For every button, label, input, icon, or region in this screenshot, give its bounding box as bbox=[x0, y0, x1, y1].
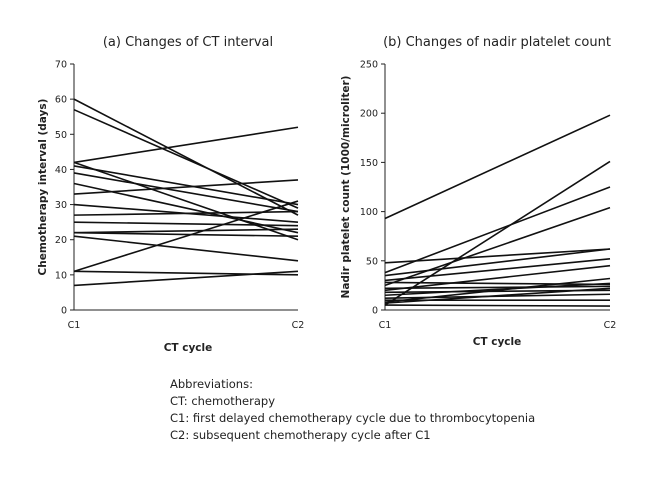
chart-a-xlabel: CT cycle bbox=[164, 342, 213, 354]
chart-a-xtick-c2: C2 bbox=[292, 320, 305, 331]
chart-b-title: (b) Changes of nadir platelet count bbox=[383, 35, 611, 50]
chart-b-ytick-label-3: 150 bbox=[360, 158, 378, 169]
chart-b-series-line-8 bbox=[384, 264, 611, 292]
chart-a-series-line-2 bbox=[73, 108, 299, 209]
chart-a-series-line-15 bbox=[73, 200, 299, 273]
chart-a-ytick-label-4: 40 bbox=[55, 165, 67, 176]
chart-b-series-line-5 bbox=[384, 248, 611, 264]
chart-b-series-line-3 bbox=[384, 186, 611, 274]
chart-a-ytick-label-7: 70 bbox=[55, 60, 67, 71]
chart-b-series-line-7 bbox=[384, 258, 611, 282]
chart-a-xtick-c1: C1 bbox=[68, 320, 81, 331]
chart-b-series-line-4 bbox=[384, 206, 611, 287]
chart-b-series-line-16 bbox=[384, 304, 611, 307]
chart-a-ylabel: Chemotherapy interval (days) bbox=[37, 99, 49, 276]
chart-a-ytick-label-6: 60 bbox=[55, 95, 67, 106]
chart-a-ytick-label-5: 50 bbox=[55, 130, 67, 141]
chart-a-series-line-1 bbox=[73, 98, 299, 216]
chart-a-title: (a) Changes of CT interval bbox=[103, 35, 273, 50]
abbreviations-heading: Abbreviations: bbox=[170, 377, 253, 391]
panel-a: (a) Changes of CT interval 0 10 20 30 40 50 60… bbox=[37, 35, 304, 354]
chart-a-series-line-8 bbox=[73, 179, 299, 195]
chart-b-ytick-label-2: 100 bbox=[360, 207, 378, 218]
chart-a-series-line-4 bbox=[73, 165, 299, 206]
chart-a-series-line-17 bbox=[73, 270, 299, 287]
abbreviation-c2: C2: subsequent chemotherapy cycle after … bbox=[170, 428, 431, 442]
chart-b-series-line-11 bbox=[384, 285, 611, 290]
chart-b-xtick-c2: C2 bbox=[604, 320, 617, 331]
chart-b-series-line-17 bbox=[384, 281, 611, 286]
chart-b-xlabel: CT cycle bbox=[473, 336, 522, 348]
chart-b-xtick-c1: C1 bbox=[379, 320, 392, 331]
chart-b-ytick-label-5: 250 bbox=[360, 60, 378, 71]
abbreviation-c1: C1: first delayed chemotherapy cycle due… bbox=[170, 411, 536, 425]
chart-a-ytick-label-1: 10 bbox=[55, 270, 67, 281]
chart-b-series-line-1 bbox=[384, 114, 611, 220]
chart-a-ytick-label-0: 0 bbox=[61, 306, 67, 317]
abbreviations-note: Abbreviations: CT: chemotherapy C1: firs… bbox=[170, 376, 535, 444]
chart-b-series-line-6 bbox=[384, 248, 611, 277]
panel-b: (b) Changes of nadir platelet count 0 50 1… bbox=[340, 35, 616, 348]
chart-a-series-line-11 bbox=[73, 221, 299, 227]
chart-a-series-line-3 bbox=[73, 126, 299, 164]
chart-a-ytick-label-3: 30 bbox=[55, 200, 67, 211]
chart-a-ytick-label-2: 20 bbox=[55, 235, 67, 246]
chart-b-series-line-2 bbox=[384, 160, 611, 306]
chart-b-ylabel: Nadir platelet count (1000/microliter) bbox=[340, 76, 352, 299]
chart-a-series-line-14 bbox=[73, 235, 299, 262]
chart-b-ytick-label-1: 50 bbox=[366, 256, 378, 267]
chart-b-ytick-label-4: 200 bbox=[360, 109, 378, 120]
chart-a-y-ticks: 0 10 20 30 40 50 60 70 bbox=[55, 60, 74, 317]
chart-a-series-line-13 bbox=[73, 228, 299, 234]
chart-b-ytick-label-0: 0 bbox=[372, 306, 378, 317]
chart-a-series bbox=[73, 98, 299, 287]
chart-a-series-line-6 bbox=[73, 172, 299, 213]
chart-b-y-ticks: 0 50 100 150 200 250 bbox=[360, 60, 385, 317]
chart-a-series-line-12 bbox=[73, 231, 299, 237]
abbreviation-ct: CT: chemotherapy bbox=[170, 394, 275, 408]
chart-b-series bbox=[384, 114, 611, 307]
chart-b-series-line-10 bbox=[384, 282, 611, 297]
chart-a-series-line-5 bbox=[73, 161, 299, 241]
